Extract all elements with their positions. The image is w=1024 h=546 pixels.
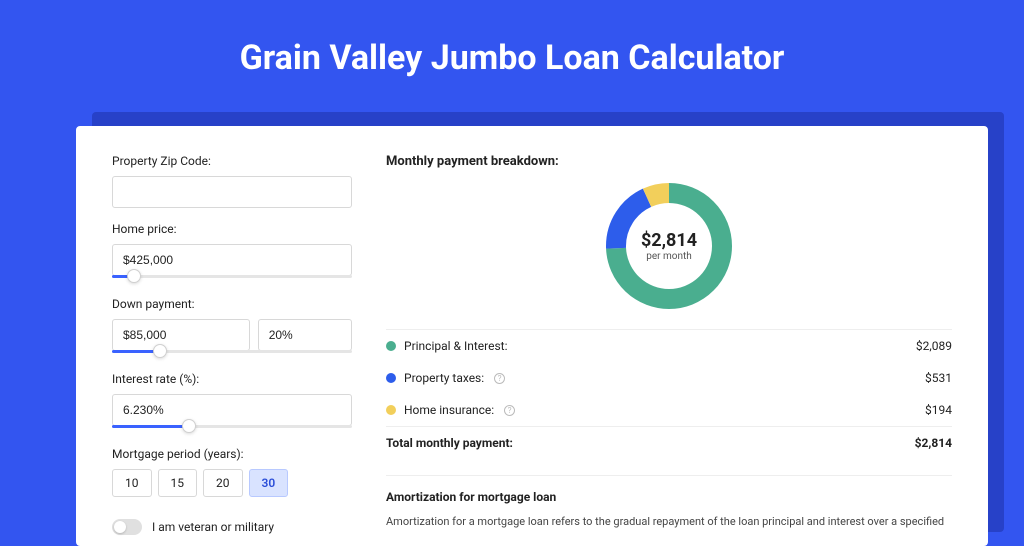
veteran-toggle[interactable] bbox=[112, 519, 142, 535]
mortgage-period-group: 10152030 bbox=[112, 469, 352, 497]
interest-rate-slider[interactable] bbox=[112, 425, 352, 433]
veteran-label: I am veteran or military bbox=[152, 520, 274, 534]
interest-rate-label: Interest rate (%): bbox=[112, 372, 352, 386]
down-payment-percent-input[interactable] bbox=[258, 319, 352, 351]
inputs-panel: Property Zip Code: Home price: Down paym… bbox=[112, 154, 352, 518]
donut-sublabel: per month bbox=[641, 251, 697, 262]
breakdown-title: Monthly payment breakdown: bbox=[386, 154, 952, 169]
breakdown-label: Property taxes: bbox=[404, 371, 484, 385]
zip-label: Property Zip Code: bbox=[112, 154, 352, 168]
breakdown-label: Home insurance: bbox=[404, 403, 494, 417]
breakdown-row: Home insurance:? $194 bbox=[386, 394, 952, 426]
down-payment-slider[interactable] bbox=[112, 350, 352, 358]
interest-rate-input[interactable] bbox=[112, 394, 352, 426]
legend-dot bbox=[386, 405, 396, 415]
breakdown-value: $2,089 bbox=[916, 339, 952, 353]
mortgage-period-option[interactable]: 30 bbox=[249, 469, 289, 497]
down-payment-amount-input[interactable] bbox=[112, 319, 250, 351]
results-panel: Monthly payment breakdown: $2,814 per mo… bbox=[386, 154, 952, 518]
amortization-section: Amortization for mortgage loan Amortizat… bbox=[386, 475, 952, 531]
breakdown-row: Principal & Interest: $2,089 bbox=[386, 330, 952, 362]
amortization-text: Amortization for a mortgage loan refers … bbox=[386, 514, 952, 531]
calculator-card: Property Zip Code: Home price: Down paym… bbox=[76, 126, 988, 546]
mortgage-period-label: Mortgage period (years): bbox=[112, 447, 352, 461]
breakdown-list: Principal & Interest: $2,089 Property taxe… bbox=[386, 329, 952, 459]
breakdown-value: $531 bbox=[925, 371, 952, 385]
donut-amount: $2,814 bbox=[641, 230, 697, 251]
amortization-title: Amortization for mortgage loan bbox=[386, 490, 952, 504]
zip-input[interactable] bbox=[112, 176, 352, 208]
mortgage-period-option[interactable]: 15 bbox=[158, 469, 198, 497]
page-title: Grain Valley Jumbo Loan Calculator bbox=[0, 0, 1024, 104]
donut-chart: $2,814 per month bbox=[386, 183, 952, 309]
down-payment-label: Down payment: bbox=[112, 297, 352, 311]
home-price-label: Home price: bbox=[112, 222, 352, 236]
breakdown-total-row: Total monthly payment: $2,814 bbox=[386, 426, 952, 459]
mortgage-period-option[interactable]: 10 bbox=[112, 469, 152, 497]
legend-dot bbox=[386, 341, 396, 351]
breakdown-total-label: Total monthly payment: bbox=[386, 436, 513, 450]
info-icon[interactable]: ? bbox=[494, 373, 505, 384]
home-price-input[interactable] bbox=[112, 244, 352, 276]
breakdown-value: $194 bbox=[925, 403, 952, 417]
mortgage-period-option[interactable]: 20 bbox=[203, 469, 243, 497]
breakdown-total-value: $2,814 bbox=[915, 436, 952, 450]
breakdown-label: Principal & Interest: bbox=[404, 339, 508, 353]
home-price-slider[interactable] bbox=[112, 275, 352, 283]
breakdown-row: Property taxes:? $531 bbox=[386, 362, 952, 394]
info-icon[interactable]: ? bbox=[504, 405, 515, 416]
legend-dot bbox=[386, 373, 396, 383]
